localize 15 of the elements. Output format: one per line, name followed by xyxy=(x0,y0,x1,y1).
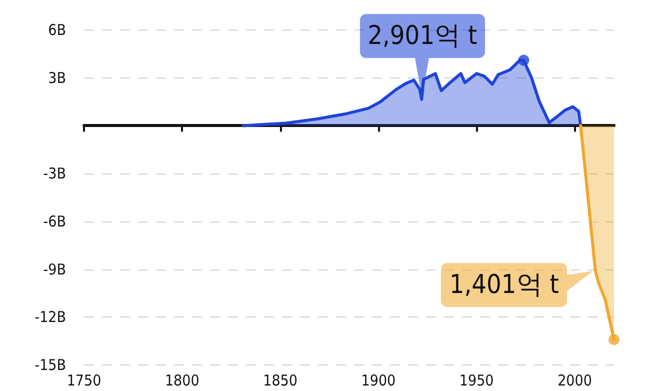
y-tick-label: -3B xyxy=(43,164,66,183)
x-tick-label: 1750 xyxy=(66,372,102,390)
y-tick-label: -15B xyxy=(34,356,66,374)
y-tick-label: 3B xyxy=(48,68,66,87)
x-tick-label: 1950 xyxy=(459,372,494,390)
y-tick-label: -6B xyxy=(43,212,66,230)
y-tick-label: -12B xyxy=(34,308,66,326)
annotation: 2,901억 t xyxy=(360,14,486,58)
y-tick-label: 6B xyxy=(48,21,66,39)
x-tick-label: 1800 xyxy=(164,372,200,390)
annotation: 1,401억 t xyxy=(441,262,567,307)
x-tick-label: 1850 xyxy=(263,372,298,390)
x-tick-label: 1900 xyxy=(361,372,396,390)
y-tick-label: -9B xyxy=(43,260,66,278)
x-tick-label: 2000 xyxy=(558,372,592,390)
